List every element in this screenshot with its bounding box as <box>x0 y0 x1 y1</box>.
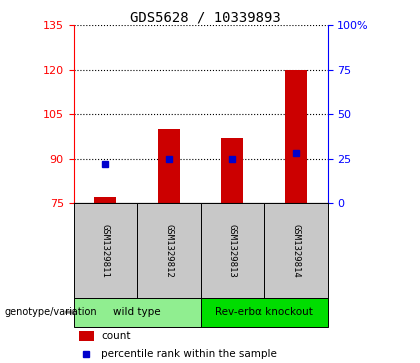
Text: count: count <box>102 331 131 341</box>
Text: GSM1329813: GSM1329813 <box>228 224 237 277</box>
Bar <box>137 203 201 298</box>
Text: GDS5628 / 10339893: GDS5628 / 10339893 <box>131 11 281 25</box>
Bar <box>74 203 137 298</box>
Bar <box>221 138 244 203</box>
Text: GSM1329814: GSM1329814 <box>291 224 300 277</box>
Bar <box>201 203 264 298</box>
Bar <box>264 203 328 298</box>
Bar <box>79 331 94 341</box>
Bar <box>94 197 116 203</box>
Text: percentile rank within the sample: percentile rank within the sample <box>102 349 277 359</box>
Text: GSM1329812: GSM1329812 <box>164 224 173 277</box>
Bar <box>201 298 328 327</box>
Bar <box>285 70 307 203</box>
Bar <box>158 129 180 203</box>
Text: Rev-erbα knockout: Rev-erbα knockout <box>215 307 313 317</box>
Text: genotype/variation: genotype/variation <box>4 307 97 317</box>
Bar <box>74 298 201 327</box>
Text: GSM1329811: GSM1329811 <box>101 224 110 277</box>
Text: wild type: wild type <box>113 307 161 317</box>
